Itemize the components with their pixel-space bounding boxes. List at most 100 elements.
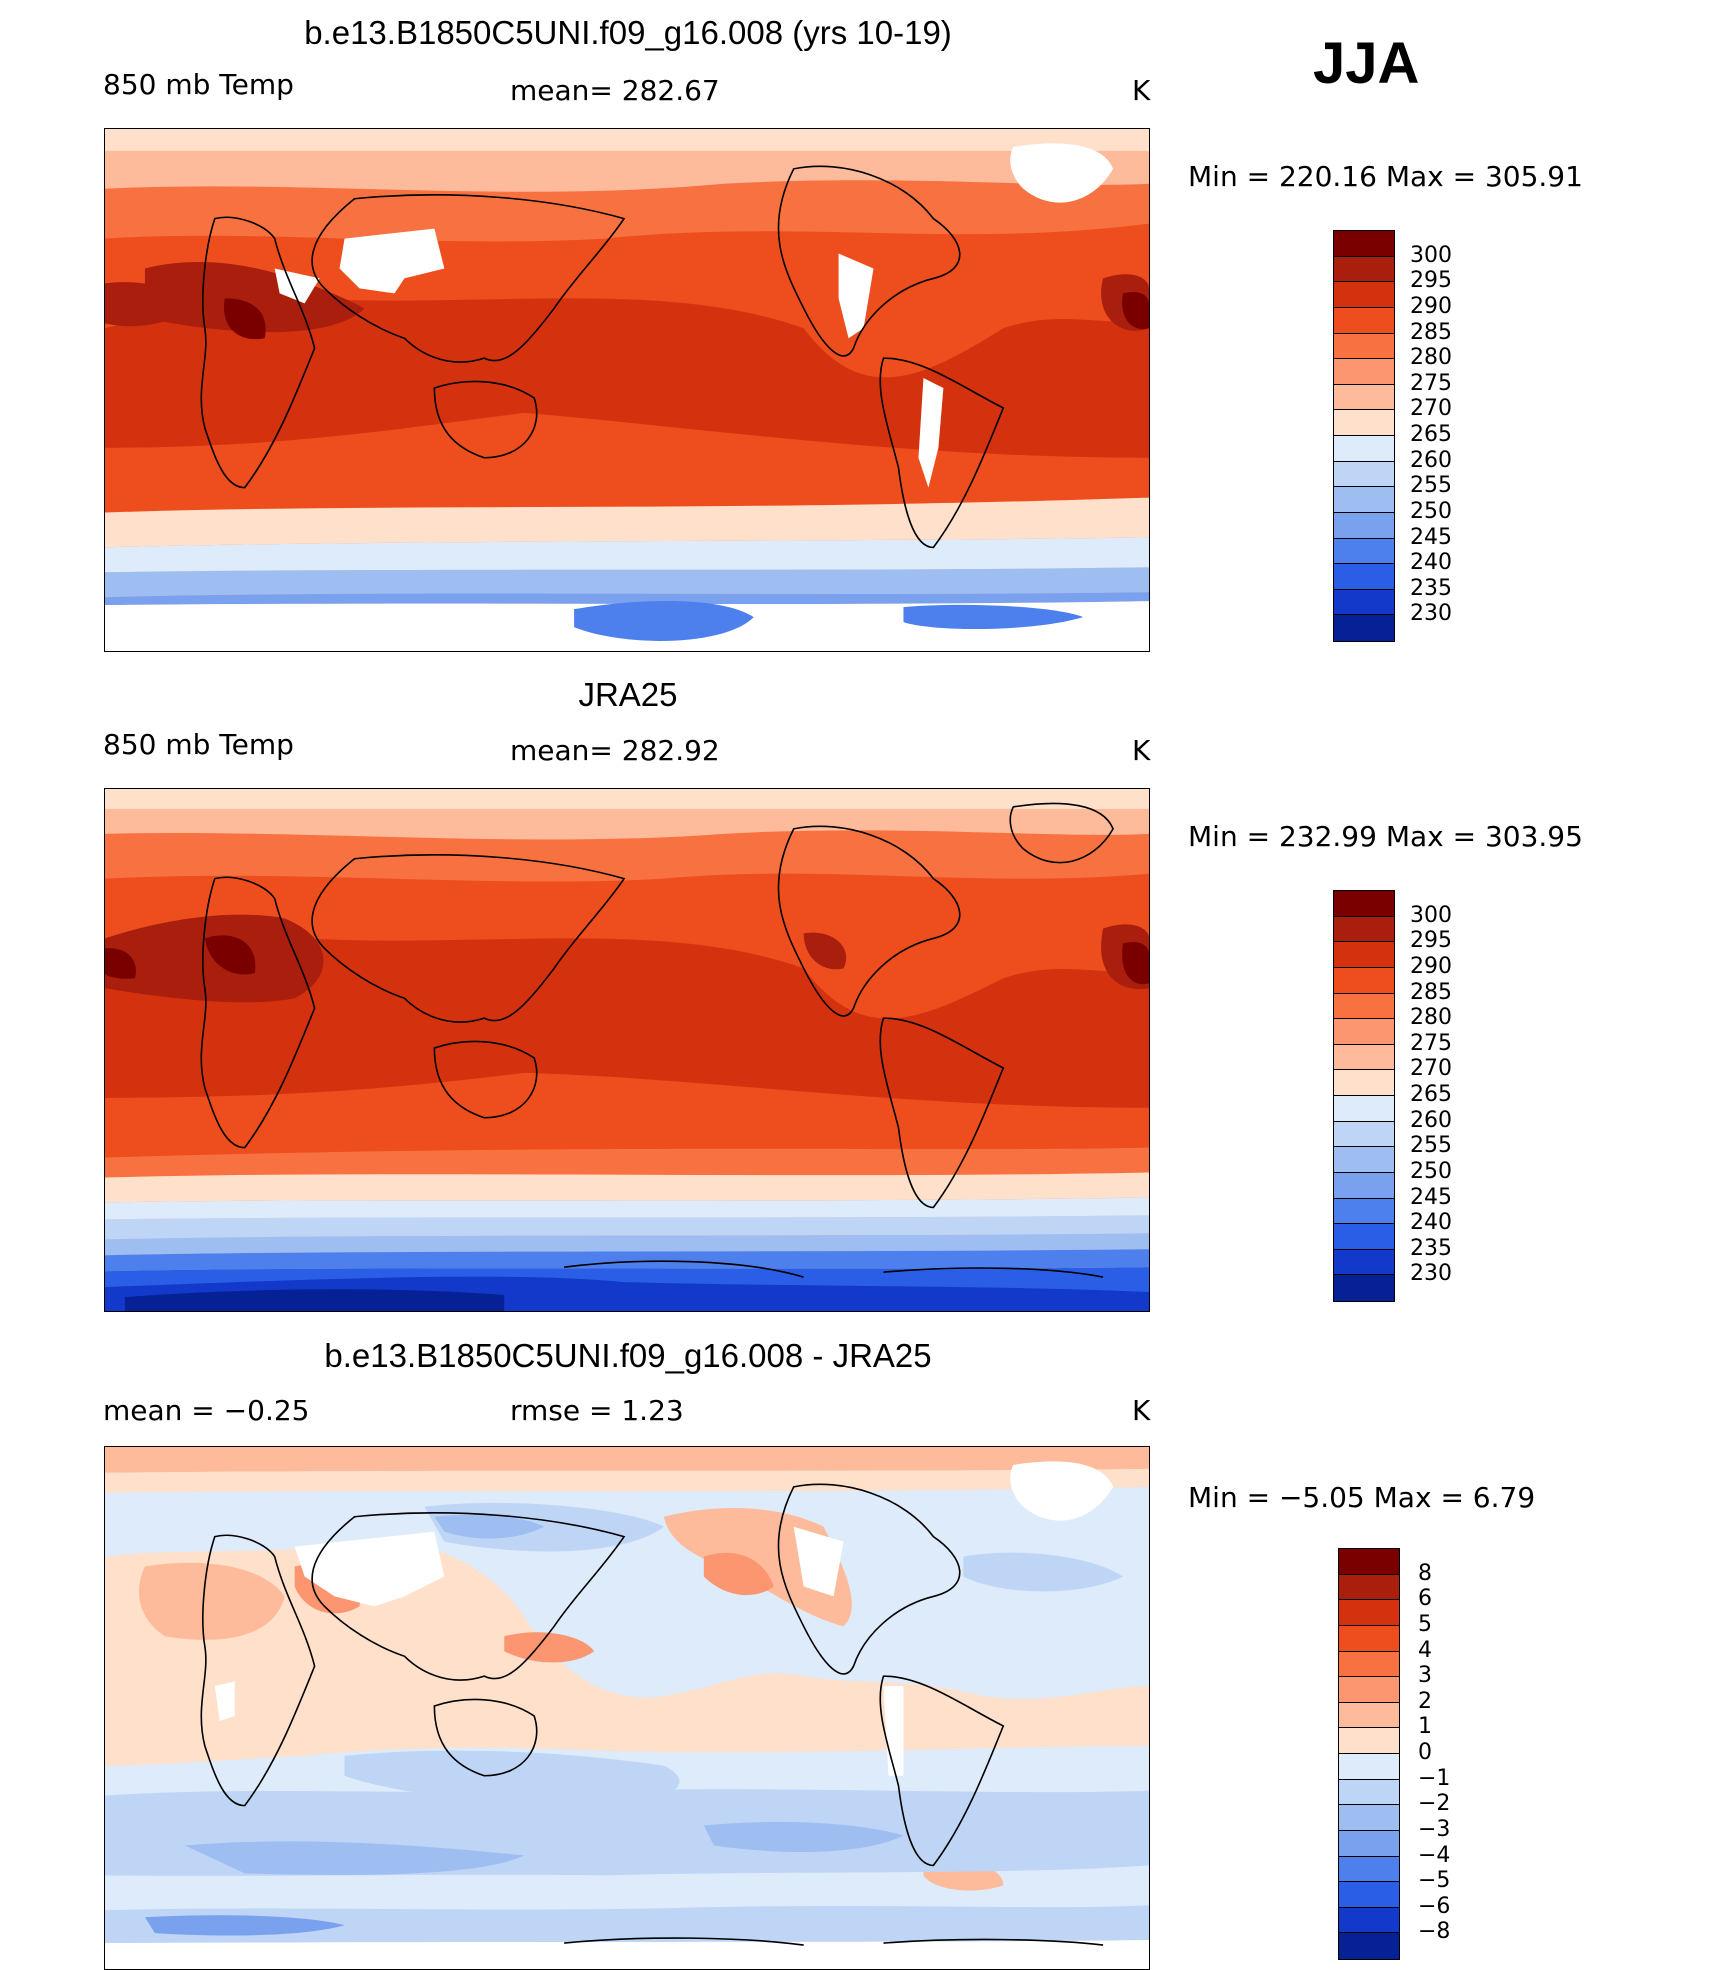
colorbar-swatch: [1334, 615, 1394, 641]
colorbar-swatch: [1334, 1224, 1394, 1250]
colorbar-tick-label: 4: [1418, 1637, 1432, 1663]
colorbar-swatch: [1334, 231, 1394, 257]
colorbar-swatch: [1339, 1805, 1399, 1831]
colorbar-swatch: [1339, 1574, 1399, 1601]
colorbar-tick-label: 240: [1410, 1210, 1452, 1236]
colorbar-swatch: [1334, 282, 1394, 308]
colorbar-swatch: [1334, 359, 1394, 385]
colorbar-tick-label: −3: [1418, 1816, 1451, 1842]
colorbar-swatch: [1339, 1856, 1399, 1883]
colorbar-swatch: [1334, 942, 1394, 968]
colorbar-tick-label: 300: [1410, 902, 1452, 928]
panel-2-title: JRA25: [578, 676, 678, 713]
colorbar-swatch: [1339, 1702, 1399, 1729]
colorbar-swatch: [1334, 891, 1394, 917]
panel-2-mean-label: mean= 282.92: [510, 734, 720, 767]
colorbar-swatch: [1339, 1677, 1399, 1703]
colorbar-tick-label: −5: [1418, 1868, 1451, 1894]
panel-2-units-label: K: [1132, 734, 1151, 767]
colorbar-tick-label: 260: [1410, 447, 1452, 473]
colorbar-tick-label: 5: [1418, 1611, 1432, 1637]
panel-3-map: [104, 1446, 1150, 1970]
colorbar-tick-label: 250: [1410, 1158, 1452, 1184]
colorbar-tick-label: 230: [1410, 601, 1452, 627]
panel-1-units-label: K: [1132, 74, 1151, 107]
colorbar-swatch: [1339, 1907, 1399, 1934]
panel-1-title: b.e13.B1850C5UNI.f09_g16.008 (yrs 10-19): [304, 14, 952, 51]
panel-3-rmse-label: rmse = 1.23: [510, 1394, 684, 1427]
colorbar-swatch: [1334, 1147, 1394, 1173]
colorbar-swatch: [1339, 1779, 1399, 1806]
panel-3-minmax-label: Min = −5.05 Max = 6.79: [1188, 1481, 1536, 1514]
colorbar-tick-label: −6: [1418, 1893, 1451, 1919]
colorbar-swatch: [1334, 1198, 1394, 1225]
colorbar-tick-label: 275: [1410, 1030, 1452, 1056]
colorbar-swatch: [1334, 333, 1394, 360]
colorbar-tick-label: 235: [1410, 575, 1452, 601]
colorbar-tick-label: −1: [1418, 1765, 1451, 1791]
panel-2-variable-label: 850 mb Temp: [103, 728, 294, 761]
colorbar-swatch: [1339, 1754, 1399, 1780]
colorbar-tick-label: 245: [1410, 524, 1452, 550]
colorbar-tick-label: −2: [1418, 1791, 1451, 1817]
colorbar-tick-label: 255: [1410, 1133, 1452, 1159]
panel-3-units-label: K: [1132, 1394, 1151, 1427]
panel-1-map: [104, 128, 1150, 652]
colorbar-tick-label: 6: [1418, 1586, 1432, 1612]
panel-1-colorbar: [1333, 230, 1395, 642]
colorbar-swatch: [1334, 436, 1394, 462]
colorbar-swatch: [1339, 1549, 1399, 1575]
panel-3-contour-map: [105, 1447, 1149, 1969]
colorbar-tick-label: 250: [1410, 498, 1452, 524]
colorbar-swatch: [1334, 589, 1394, 616]
colorbar-swatch: [1334, 967, 1394, 994]
panel-2-minmax-label: Min = 232.99 Max = 303.95: [1188, 820, 1583, 853]
colorbar-tick-label: 1: [1418, 1714, 1432, 1740]
colorbar-tick-label: 265: [1410, 422, 1452, 447]
season-label: JJA: [1313, 31, 1420, 96]
colorbar-tick-label: 0: [1418, 1740, 1432, 1765]
colorbar-tick-label: 275: [1410, 370, 1452, 396]
colorbar-tick-label: 2: [1418, 1688, 1432, 1714]
colorbar-swatch: [1339, 1933, 1399, 1959]
colorbar-tick-label: 265: [1410, 1082, 1452, 1107]
colorbar-swatch: [1339, 1728, 1399, 1754]
panel-1-variable-label: 850 mb Temp: [103, 68, 294, 101]
colorbar-tick-label: 280: [1410, 345, 1452, 371]
panel-1-contour-map: [105, 129, 1149, 651]
colorbar-tick-label: 280: [1410, 1005, 1452, 1031]
colorbar-swatch: [1339, 1625, 1399, 1652]
colorbar-tick-label: 285: [1410, 319, 1452, 345]
colorbar-swatch: [1339, 1830, 1399, 1857]
colorbar-swatch: [1334, 487, 1394, 513]
colorbar-tick-label: 235: [1410, 1235, 1452, 1261]
colorbar-swatch: [1339, 1651, 1399, 1678]
colorbar-swatch: [1334, 993, 1394, 1020]
colorbar-swatch: [1334, 307, 1394, 334]
colorbar-swatch: [1334, 538, 1394, 565]
colorbar-swatch: [1334, 564, 1394, 590]
colorbar-swatch: [1334, 916, 1394, 943]
colorbar-tick-label: −4: [1418, 1842, 1451, 1868]
colorbar-tick-label: 285: [1410, 979, 1452, 1005]
colorbar-tick-label: 270: [1410, 396, 1452, 422]
colorbar-tick-label: −8: [1418, 1919, 1451, 1945]
colorbar-tick-label: 3: [1418, 1663, 1432, 1689]
colorbar-swatch: [1334, 410, 1394, 436]
colorbar-tick-label: 290: [1410, 293, 1452, 319]
colorbar-swatch: [1334, 256, 1394, 283]
colorbar-swatch: [1334, 1044, 1394, 1071]
colorbar-tick-label: 295: [1410, 268, 1452, 294]
colorbar-tick-label: 8: [1418, 1560, 1432, 1586]
panel-2-map: [104, 788, 1150, 1312]
colorbar-swatch: [1334, 1121, 1394, 1148]
colorbar-swatch: [1334, 461, 1394, 488]
colorbar-swatch: [1339, 1600, 1399, 1626]
panel-1-mean-label: mean= 282.67: [510, 74, 720, 107]
panel-1-minmax-label: Min = 220.16 Max = 305.91: [1188, 160, 1583, 193]
colorbar-tick-label: 240: [1410, 550, 1452, 576]
colorbar-swatch: [1334, 1096, 1394, 1122]
colorbar-tick-label: 260: [1410, 1107, 1452, 1133]
colorbar-tick-label: 255: [1410, 473, 1452, 499]
colorbar-tick-label: 230: [1410, 1261, 1452, 1287]
